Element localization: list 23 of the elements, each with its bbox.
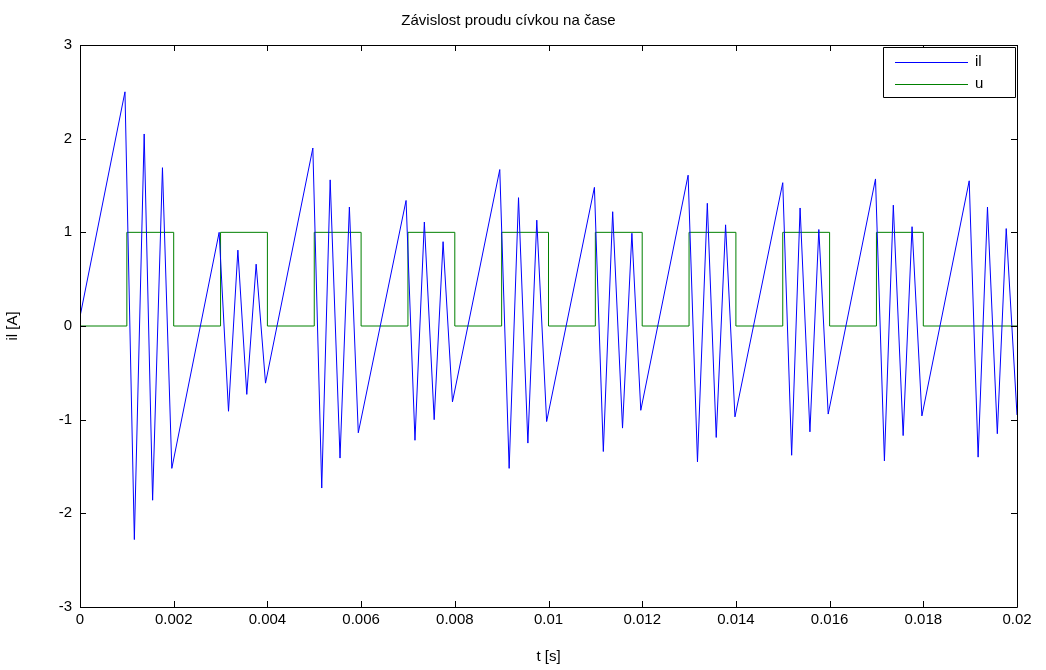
chart-title: Závislost proudu cívkou na čase (401, 11, 616, 29)
x-tick-label: 0.018 (904, 610, 943, 628)
x-tick-label: 0.016 (810, 610, 849, 628)
y-tick-label: 2 (63, 128, 72, 146)
y-tick-label: -3 (58, 597, 72, 615)
x-axis-title: t [s] (536, 647, 561, 665)
y-tick-label: 3 (63, 35, 72, 53)
x-tick-label: 0.008 (436, 610, 474, 628)
legend-label: il (975, 52, 982, 70)
y-tick-label: 0 (63, 316, 72, 334)
x-tick-label: 0.002 (154, 610, 193, 628)
x-tick-label: 0.014 (717, 610, 755, 628)
y-tick-label: -2 (58, 503, 72, 521)
legend-label: u (975, 74, 984, 92)
x-tick-label: 0.004 (248, 610, 287, 628)
x-tick-label: 0.012 (623, 610, 661, 628)
x-tick-label: 0 (75, 610, 85, 628)
y-tick-label: 1 (63, 222, 72, 240)
y-axis-title: il [A] (3, 311, 21, 341)
x-tick-label: 0.01 (533, 610, 564, 628)
x-tick-label: 0.02 (1002, 610, 1032, 628)
x-tick-label: 0.006 (342, 610, 380, 628)
y-tick-label: -1 (58, 409, 72, 427)
